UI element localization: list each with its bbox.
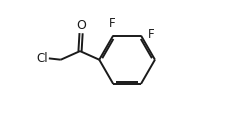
Text: F: F [109,17,116,30]
Text: O: O [76,19,86,32]
Text: F: F [148,28,154,41]
Text: Cl: Cl [37,52,49,65]
